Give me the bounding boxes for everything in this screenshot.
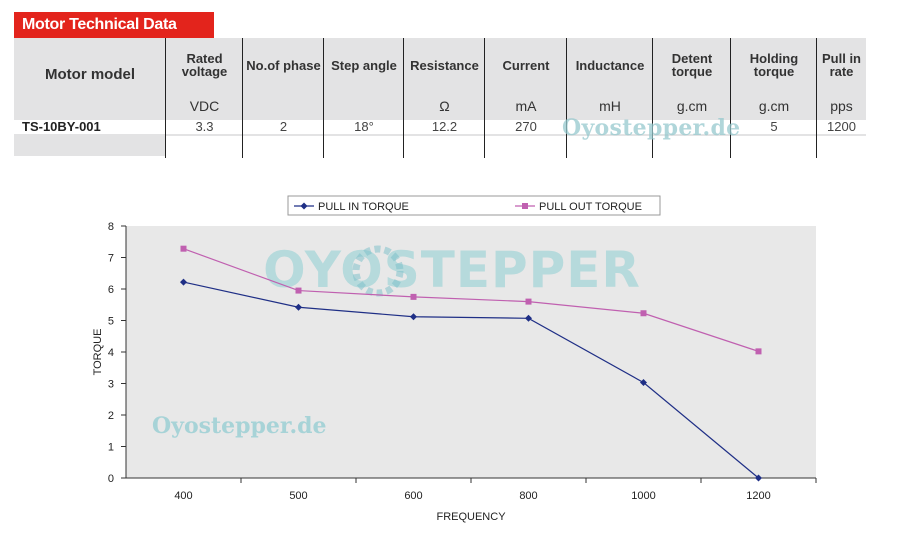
model-name: TS-10BY-001 xyxy=(22,118,101,134)
data-point xyxy=(180,245,187,252)
spec-table: Motor model TS-10BY-001 Rated voltage VDC… xyxy=(14,38,866,158)
value-resistance: 12.2 xyxy=(431,118,458,134)
column-divider xyxy=(242,38,243,158)
header-step-angle: Step angle xyxy=(331,57,397,73)
y-tick-label: 0 xyxy=(108,473,114,485)
column-divider xyxy=(816,38,817,158)
unit-step-angle xyxy=(324,94,404,118)
value-no-of-phase: 2 xyxy=(279,118,288,134)
data-point xyxy=(525,298,532,305)
plot-area xyxy=(126,226,816,478)
legend-label: PULL IN TORQUE xyxy=(318,201,409,213)
unit-holding-torque: g.cm xyxy=(758,98,790,114)
y-tick-label: 8 xyxy=(108,221,114,233)
model-header: Motor model xyxy=(45,65,135,83)
header-resistance: Resistance xyxy=(410,57,479,73)
value-current: 270 xyxy=(515,118,537,134)
row-separator xyxy=(14,118,866,120)
data-point xyxy=(410,293,417,300)
header-holding-torque: Holding torque xyxy=(749,51,799,79)
data-point xyxy=(295,287,302,294)
y-tick-label: 7 xyxy=(108,253,114,265)
header-band xyxy=(14,38,866,118)
data-point xyxy=(640,379,647,387)
torque-chart: OYOSTEPPER Oyostepper.de 0 1 2 3 4 5 6 7 8 400 500 60… xyxy=(0,185,906,542)
x-tick-label: 1000 xyxy=(631,490,655,502)
data-point xyxy=(755,474,762,482)
watermark-chart-text: Oyostepper.de xyxy=(152,413,327,439)
unit-detent-torque: g.cm xyxy=(676,98,708,114)
y-tick-label: 4 xyxy=(108,347,114,359)
column-divider xyxy=(323,38,324,158)
value-rated-voltage: 3.3 xyxy=(195,118,214,134)
header-rated-voltage: Rated voltage xyxy=(181,51,228,79)
column-divider xyxy=(730,38,731,158)
column-divider xyxy=(165,38,166,158)
column-divider xyxy=(403,38,404,158)
unit-current: mA xyxy=(515,98,537,114)
header-current: Current xyxy=(502,57,550,73)
data-point xyxy=(525,314,532,322)
legend-marker xyxy=(300,202,308,210)
x-axis-label: FREQUENCY xyxy=(436,511,506,523)
y-tick-label: 5 xyxy=(108,316,114,328)
legend-marker xyxy=(522,203,528,209)
unit-rated-voltage: VDC xyxy=(189,98,220,114)
header-pull-in-rate: Pull in rate xyxy=(822,51,861,79)
data-point xyxy=(180,278,187,286)
watermark-table-text: Oyostepper.de xyxy=(562,115,741,141)
unit-pull-in-rate: pps xyxy=(830,98,853,114)
x-tick-label: 500 xyxy=(289,490,307,502)
header-detent-torque: Detent torque xyxy=(671,51,713,79)
x-tick-label: 800 xyxy=(519,490,537,502)
watermark-gear-icon xyxy=(352,245,404,297)
column-divider xyxy=(484,38,485,158)
y-tick-label: 3 xyxy=(108,379,114,391)
unit-no-of-phase xyxy=(243,94,324,118)
x-tick-label: 400 xyxy=(174,490,192,502)
value-holding-torque: 5 xyxy=(770,118,778,134)
y-axis-label: TORQUE xyxy=(92,329,104,376)
header-inductance: Inductance xyxy=(575,57,645,73)
y-tick-label: 2 xyxy=(108,410,114,422)
data-point xyxy=(410,313,417,321)
data-point xyxy=(640,310,647,317)
section-title: Motor Technical Data xyxy=(14,12,214,38)
legend-label: PULL OUT TORQUE xyxy=(539,201,642,213)
data-point xyxy=(295,303,302,311)
watermark-logo: OYOSTEPPER xyxy=(263,241,641,299)
unit-resistance: Ω xyxy=(439,98,450,114)
unit-inductance: mH xyxy=(599,98,621,114)
chart-svg: OYOSTEPPER Oyostepper.de 0 1 2 3 4 5 6 7 8 400 500 60… xyxy=(92,195,817,523)
x-tick-label: 600 xyxy=(404,490,422,502)
series-line-2 xyxy=(183,248,759,352)
y-tick-label: 6 xyxy=(108,284,114,296)
value-step-angle: 18° xyxy=(354,118,374,134)
column-divider xyxy=(566,38,567,158)
column-divider xyxy=(652,38,653,158)
legend xyxy=(287,195,661,216)
y-tick-label: 1 xyxy=(108,442,114,454)
x-tick-label: 1200 xyxy=(746,490,770,502)
value-pull-in-rate: 1200 xyxy=(827,118,856,134)
row-separator xyxy=(14,134,866,136)
series-line-1 xyxy=(183,281,759,479)
empty-row-cell xyxy=(14,136,166,156)
header-no-of-phase: No.of phase xyxy=(246,57,321,73)
data-point xyxy=(755,348,762,355)
